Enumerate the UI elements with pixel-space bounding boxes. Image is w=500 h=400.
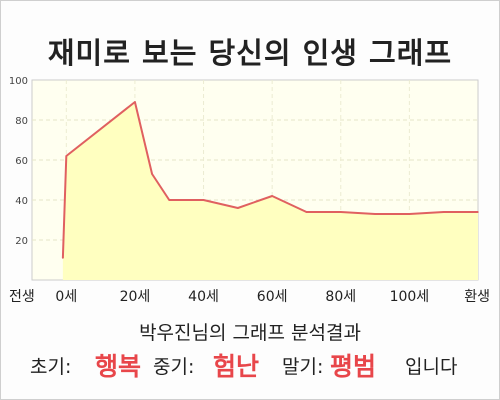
x-tick-label: 100세 [390, 289, 430, 305]
series-area [62, 102, 478, 280]
data-point [62, 257, 64, 259]
x-tick-label: 전생 [9, 289, 35, 305]
x-tick-label: 20세 [120, 289, 151, 305]
y-tick-label: 20 [15, 236, 28, 247]
x-tick-label: 환생 [464, 289, 490, 305]
y-axis-ticks: 20 40 60 80 100 [9, 76, 28, 247]
data-point [134, 101, 136, 103]
data-point [168, 199, 171, 201]
x-tick-label: 0세 [55, 289, 77, 305]
data-point [65, 155, 68, 157]
y-tick-label: 60 [15, 156, 28, 167]
y-tick-label: 100 [9, 76, 28, 87]
y-tick-label: 40 [15, 196, 28, 207]
data-point [237, 207, 239, 209]
early-value: 행복 [95, 352, 142, 381]
early-label: 초기: [30, 356, 72, 378]
data-point [305, 211, 308, 213]
data-point [477, 211, 479, 213]
y-tick-label: 80 [15, 116, 28, 127]
x-tick-label: 60세 [257, 289, 288, 305]
middle-value: 험난 [213, 352, 260, 381]
x-axis-ticks: 전생 0세 20세 40세 60세 80세 100세 환생 [9, 289, 490, 305]
data-point [202, 199, 205, 201]
data-point [442, 211, 445, 213]
data-point [271, 195, 273, 197]
data-point [374, 213, 376, 215]
late-value: 평범 [330, 352, 377, 381]
data-point [151, 173, 153, 175]
ending-text: 입니다 [405, 356, 458, 378]
x-tick-label: 40세 [188, 289, 219, 305]
x-tick-label: 80세 [325, 289, 356, 305]
late-label: 말기: [282, 356, 324, 378]
series-group [61, 101, 479, 280]
analysis-result: 초기: 행복 중기: 험난 말기: 평범 입니다 [0, 346, 500, 381]
analysis-heading: 박우진님의 그래프 분석결과 [139, 322, 361, 344]
data-point [339, 211, 342, 213]
chart-title: 재미로 보는 당신의 인생 그래프 [47, 36, 453, 70]
series-line [61, 101, 478, 259]
data-point [408, 213, 411, 215]
middle-label: 중기: [153, 356, 195, 378]
